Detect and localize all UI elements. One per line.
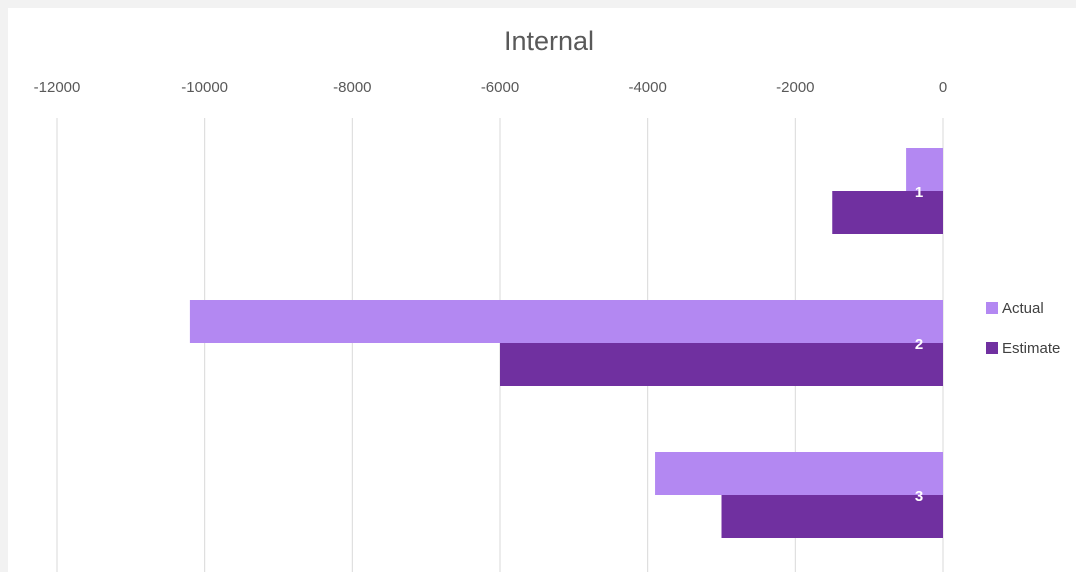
legend-label-actual[interactable]: Actual (1002, 300, 1044, 317)
category-label-2: 2 (915, 336, 923, 353)
x-tick-label: -6000 (481, 79, 519, 96)
legend[interactable]: Actual Estimate (986, 300, 1060, 357)
x-tick-label: -4000 (628, 79, 666, 96)
category-label-3: 3 (915, 488, 923, 505)
x-axis-ticks: -12000 -10000 -8000 -6000 -4000 -2000 0 (34, 79, 948, 96)
bar-estimate-2[interactable] (500, 343, 943, 386)
category-labels: 1 2 3 (915, 184, 923, 505)
bar-actual-1[interactable] (906, 148, 943, 191)
x-tick-label: -10000 (181, 79, 228, 96)
bars (189, 148, 944, 538)
chart-title: Internal (504, 26, 594, 56)
bar-chart: Internal -12000 -10000 -8000 -6000 -4000 -200… (34, 26, 1060, 572)
chart-panel: Internal -12000 -10000 -8000 -6000 -4000 -200… (8, 8, 1076, 572)
bar-actual-2[interactable] (189, 300, 943, 343)
x-tick-label: -8000 (333, 79, 371, 96)
legend-label-estimate[interactable]: Estimate (1002, 340, 1060, 357)
legend-swatch-estimate (986, 342, 998, 354)
bar-estimate-3[interactable] (721, 495, 944, 538)
x-tick-label: 0 (939, 79, 947, 96)
legend-swatch-actual (986, 302, 998, 314)
bar-actual-3[interactable] (655, 452, 943, 495)
x-tick-label: -12000 (34, 79, 81, 96)
bar-estimate-1[interactable] (832, 191, 943, 234)
x-tick-label: -2000 (776, 79, 814, 96)
category-label-1: 1 (915, 184, 923, 201)
